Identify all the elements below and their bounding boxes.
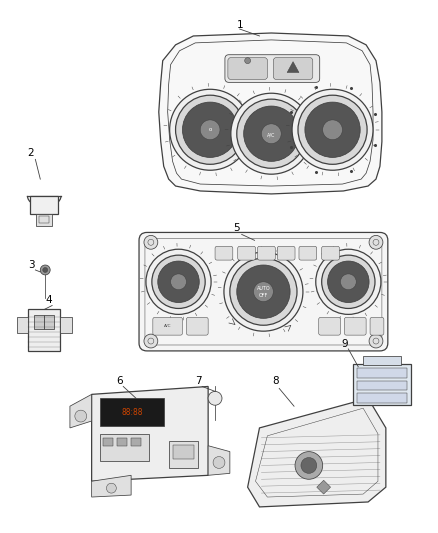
Circle shape xyxy=(328,261,369,303)
Text: 6: 6 xyxy=(116,376,123,385)
Circle shape xyxy=(224,252,303,331)
FancyBboxPatch shape xyxy=(370,317,384,335)
Circle shape xyxy=(230,258,297,325)
FancyBboxPatch shape xyxy=(321,246,339,260)
Text: A/C: A/C xyxy=(164,324,171,328)
Circle shape xyxy=(208,391,222,405)
Bar xyxy=(39,216,49,223)
Circle shape xyxy=(369,236,383,249)
Polygon shape xyxy=(70,394,92,428)
Bar xyxy=(169,441,198,469)
Circle shape xyxy=(298,95,367,164)
Circle shape xyxy=(369,334,383,348)
Text: 7: 7 xyxy=(195,376,201,385)
Circle shape xyxy=(261,124,281,143)
Bar xyxy=(117,438,127,446)
FancyBboxPatch shape xyxy=(344,317,366,335)
Text: AUTO: AUTO xyxy=(257,286,270,291)
Text: 3: 3 xyxy=(28,260,35,270)
Polygon shape xyxy=(208,446,230,475)
Circle shape xyxy=(146,249,211,314)
Text: 1: 1 xyxy=(237,20,243,30)
Text: 88:88: 88:88 xyxy=(121,408,143,417)
Bar xyxy=(173,445,194,458)
Circle shape xyxy=(158,261,199,303)
Bar xyxy=(30,196,58,214)
FancyBboxPatch shape xyxy=(299,246,317,260)
Circle shape xyxy=(200,120,220,140)
FancyBboxPatch shape xyxy=(277,246,295,260)
Bar xyxy=(353,364,410,405)
Circle shape xyxy=(75,410,87,422)
Text: OFF: OFF xyxy=(259,293,268,298)
Circle shape xyxy=(244,106,299,161)
FancyBboxPatch shape xyxy=(225,55,320,83)
FancyBboxPatch shape xyxy=(153,317,183,335)
FancyBboxPatch shape xyxy=(228,58,267,79)
Bar xyxy=(17,317,28,333)
Circle shape xyxy=(152,255,205,309)
Text: 8: 8 xyxy=(272,376,279,385)
Text: 5: 5 xyxy=(233,223,240,233)
FancyBboxPatch shape xyxy=(238,246,255,260)
Circle shape xyxy=(340,274,356,290)
Bar xyxy=(357,381,406,390)
Circle shape xyxy=(144,236,158,249)
Bar xyxy=(357,368,406,377)
FancyBboxPatch shape xyxy=(319,317,340,335)
Text: o: o xyxy=(208,127,212,132)
Circle shape xyxy=(106,483,117,493)
Bar xyxy=(103,438,113,446)
FancyBboxPatch shape xyxy=(139,232,388,351)
Circle shape xyxy=(245,58,251,63)
Polygon shape xyxy=(287,62,299,72)
Circle shape xyxy=(237,99,306,168)
Polygon shape xyxy=(92,386,208,481)
Circle shape xyxy=(171,274,187,290)
Polygon shape xyxy=(159,33,382,194)
Polygon shape xyxy=(317,480,331,494)
Circle shape xyxy=(305,102,360,157)
Text: 4: 4 xyxy=(46,295,53,304)
Bar xyxy=(99,434,149,462)
Text: A/C: A/C xyxy=(267,132,276,137)
Circle shape xyxy=(301,457,317,473)
Bar xyxy=(28,310,60,351)
Circle shape xyxy=(295,451,323,479)
Bar xyxy=(34,316,44,329)
Circle shape xyxy=(254,282,273,302)
FancyBboxPatch shape xyxy=(215,246,233,260)
Bar xyxy=(44,316,54,329)
FancyBboxPatch shape xyxy=(273,58,313,79)
Circle shape xyxy=(213,457,225,469)
Polygon shape xyxy=(92,475,131,497)
Circle shape xyxy=(43,268,48,272)
FancyBboxPatch shape xyxy=(258,246,275,260)
Circle shape xyxy=(144,334,158,348)
Text: 9: 9 xyxy=(341,339,348,349)
Circle shape xyxy=(292,89,373,170)
Bar xyxy=(60,317,72,333)
Circle shape xyxy=(321,255,375,309)
Text: 2: 2 xyxy=(27,149,34,158)
Circle shape xyxy=(176,95,245,164)
Circle shape xyxy=(40,265,50,275)
Circle shape xyxy=(316,249,381,314)
Bar xyxy=(131,438,141,446)
Bar xyxy=(99,398,164,426)
Circle shape xyxy=(323,120,343,140)
Polygon shape xyxy=(247,398,386,507)
Bar xyxy=(357,393,406,403)
Bar xyxy=(36,214,52,225)
Bar xyxy=(363,356,401,365)
Circle shape xyxy=(183,102,238,157)
Circle shape xyxy=(231,93,312,174)
FancyBboxPatch shape xyxy=(187,317,208,335)
Circle shape xyxy=(237,265,290,318)
Circle shape xyxy=(170,89,251,170)
